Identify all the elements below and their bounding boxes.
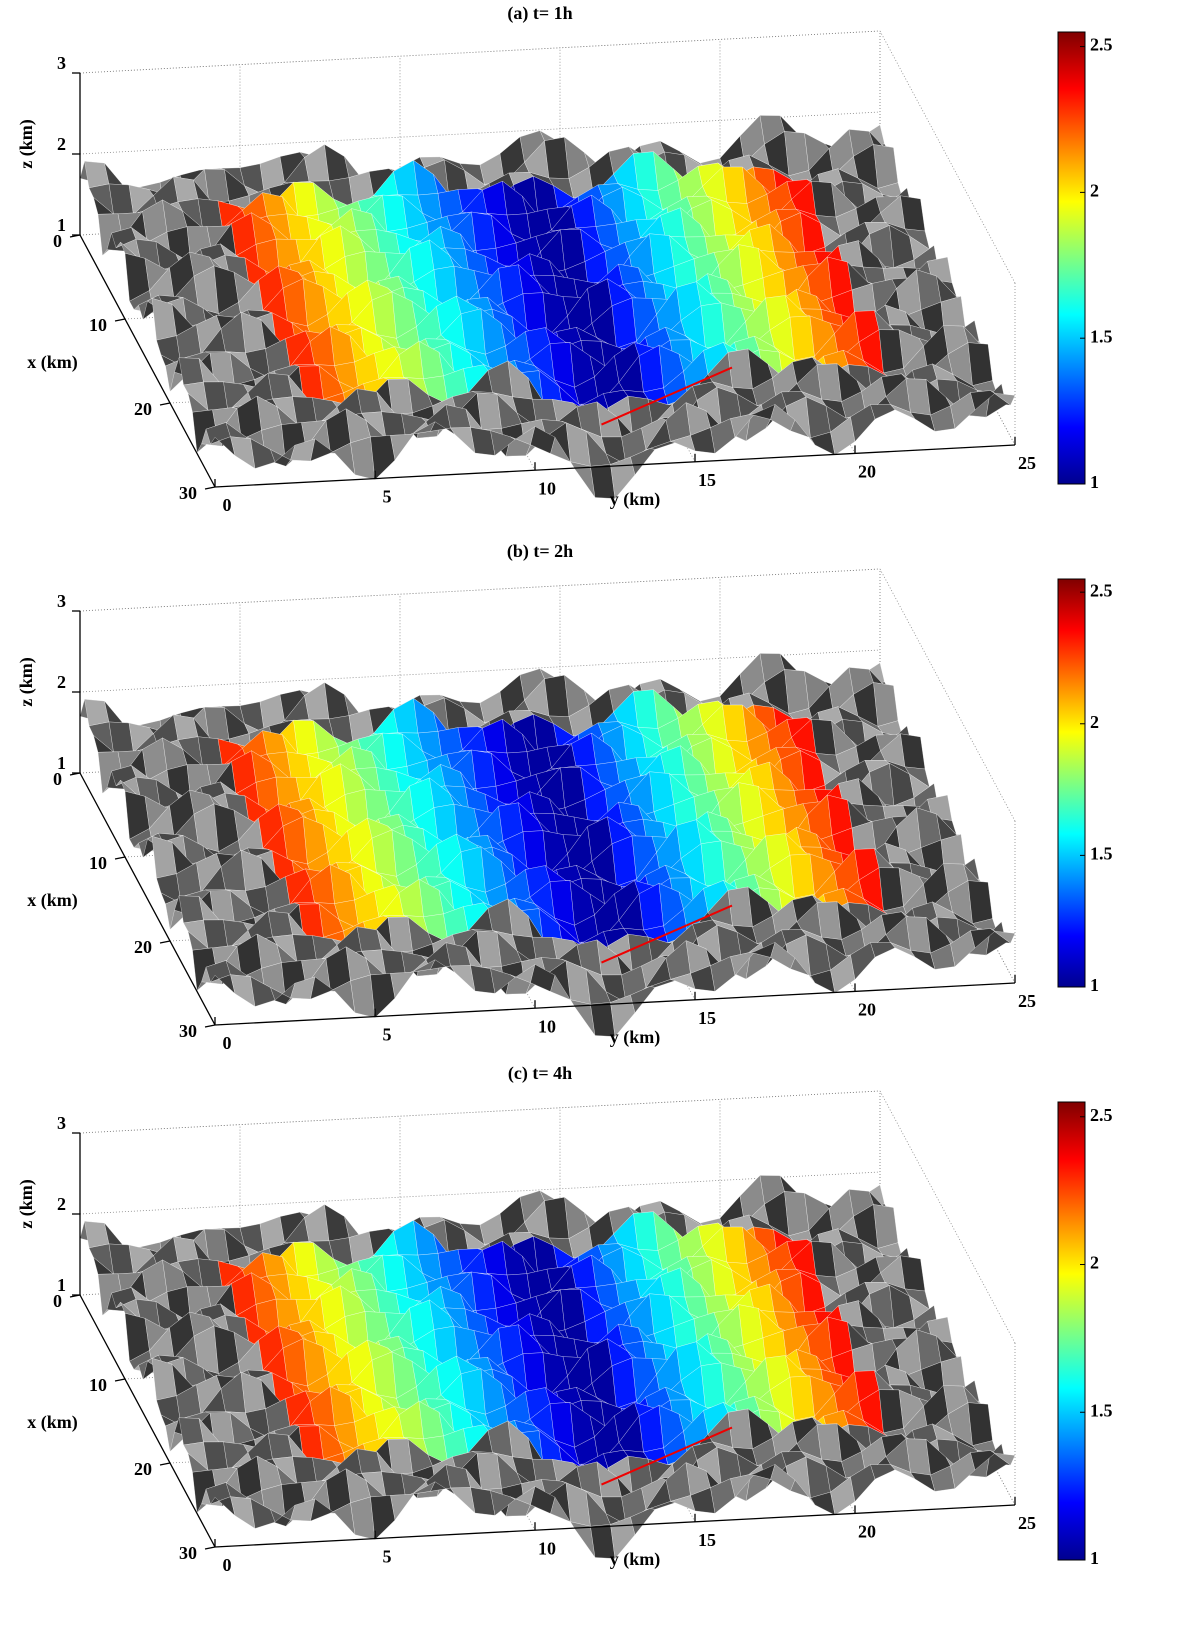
z-tick-label: 1 [57,215,66,235]
z-tick-label: 1 [57,753,66,773]
colorbar-tick-label: 2.5 [1090,35,1113,55]
colorbar-tick-label: 2 [1090,1253,1099,1273]
y-tick-label: 5 [383,1547,392,1567]
x-tick [160,941,170,943]
z-tick-label: 3 [57,591,66,611]
x-tick-label: 30 [179,1543,197,1563]
terrain-cell [874,1204,899,1248]
colorbar-tick-label: 1.5 [1090,844,1113,864]
x-tick-label: 20 [134,937,152,957]
x-tick-label: 30 [179,483,197,503]
z-axis-label: z (km) [16,119,37,168]
y-tick-label: 0 [223,1033,232,1053]
y-tick-label: 20 [858,1522,876,1542]
x-tick [205,487,215,489]
z-tick-label: 2 [57,134,66,154]
panel-title: (a) t= 1h [507,3,572,24]
y-tick-label: 20 [858,1000,876,1020]
colorbar [1058,579,1085,987]
grid-line [80,569,880,611]
y-tick-label: 10 [538,1538,556,1558]
terrain-cell [968,1403,993,1446]
x-tick-label: 20 [134,1459,152,1479]
colorbar-tick-label: 1 [1090,1548,1099,1568]
x-tick-label: 10 [89,1375,107,1395]
x-tick-label: 10 [89,853,107,873]
panel-title: (c) t= 4h [508,1063,572,1084]
z-axis-label: z (km) [16,657,37,706]
y-tick-label: 10 [538,1016,556,1036]
terrain-cell [371,1495,396,1539]
terrain-cell [325,682,350,718]
colorbar-tick-label: 2.5 [1090,580,1113,600]
terrain [80,115,1015,498]
z-tick-label: 3 [57,53,66,73]
terrain-cell [874,682,899,726]
colorbar-tick-label: 1 [1090,975,1099,995]
colorbar-tick-label: 1.5 [1090,326,1113,346]
colorbar-tick-label: 2 [1090,181,1099,201]
z-tick-label: 2 [57,672,66,692]
terrain-cell [371,973,396,1017]
terrain [80,653,1015,1036]
colorbar-tick-label: 1 [1090,472,1099,492]
y-tick-label: 15 [698,1530,716,1550]
terrain-cell [968,881,993,924]
terrain-cell [871,1465,896,1480]
y-tick-label: 25 [1018,1513,1036,1533]
y-tick-label: 5 [383,1025,392,1045]
terrain-cell [871,943,896,958]
y-tick-label: 20 [858,462,876,482]
y-tick-label: 5 [383,487,392,507]
x-tick-label: 20 [134,399,152,419]
x-tick-label: 30 [179,1021,197,1041]
x-axis-label: x (km) [27,890,78,911]
colorbar-tick-label: 2.5 [1090,1105,1113,1125]
x-tick [115,319,125,321]
y-tick-label: 15 [698,1008,716,1028]
y-tick-label: 25 [1018,453,1036,473]
terrain-cell [874,144,899,188]
y-axis-label: y (km) [610,1027,661,1048]
terrain-cell [391,433,416,460]
y-axis-label: y (km) [610,1549,661,1570]
x-tick [205,1025,215,1027]
terrain-cell [325,1204,350,1240]
terrain-cell [325,144,350,180]
z-tick-label: 3 [57,1113,66,1133]
x-tick-label: 10 [89,315,107,335]
z-tick-label: 2 [57,1194,66,1214]
x-tick [160,1463,170,1465]
y-tick-label: 0 [223,495,232,515]
panel-title: (b) t= 2h [507,541,573,562]
colorbar [1058,32,1085,484]
x-tick [115,1379,125,1381]
y-tick-label: 0 [223,1555,232,1575]
y-tick-label: 15 [698,470,716,490]
x-tick [115,857,125,859]
x-axis-label: x (km) [27,1412,78,1433]
colorbar-tick-label: 1.5 [1090,1400,1113,1420]
terrain-cell [968,343,993,386]
terrain-cell [391,1493,416,1520]
colorbar [1058,1102,1085,1560]
x-axis-label: x (km) [27,352,78,373]
y-tick-label: 10 [538,478,556,498]
terrain [80,1175,1015,1558]
x-tick [205,1547,215,1549]
y-tick-label: 25 [1018,991,1036,1011]
colorbar-tick-label: 2 [1090,712,1099,732]
z-tick-label: 1 [57,1275,66,1295]
y-axis-label: y (km) [610,489,661,510]
grid-line [80,1091,880,1133]
x-tick [160,403,170,405]
z-axis-label: z (km) [16,1179,37,1228]
terrain-cell [391,971,416,998]
terrain-cell [871,405,896,420]
terrain-cell [371,435,396,479]
grid-line [80,31,880,73]
